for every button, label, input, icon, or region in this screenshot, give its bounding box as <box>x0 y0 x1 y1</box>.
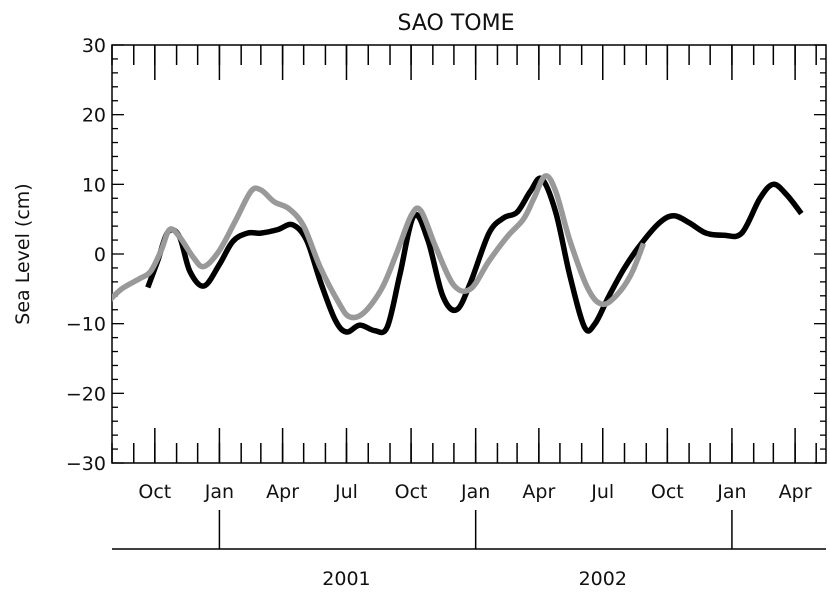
x-month-label: Apr <box>266 481 299 503</box>
axes <box>111 44 827 550</box>
x-month-label: Jan <box>204 481 234 503</box>
x-month-label: Oct <box>138 481 171 503</box>
y-tick-label: −20 <box>66 383 106 405</box>
x-month-label: Jan <box>716 481 746 503</box>
y-tick-label: 20 <box>82 105 106 127</box>
tick-labels: Oct Jan Apr Jul Oct Jan Apr Jul Oct Jan Apr −30 −20 −… <box>66 35 812 590</box>
chart-title: SAO TOME <box>398 11 515 36</box>
x-month-label: Apr <box>522 481 555 503</box>
series-lines <box>112 173 804 336</box>
y-tick-label: −10 <box>66 314 106 336</box>
x-month-label: Jul <box>590 481 614 503</box>
y-tick-label: 30 <box>82 35 106 57</box>
year-label: 2002 <box>579 568 627 590</box>
y-tick-label: −30 <box>66 453 106 475</box>
y-tick-label: 10 <box>82 174 106 196</box>
year-label: 2001 <box>322 568 370 590</box>
tick-marks <box>111 44 826 549</box>
series-gray-line <box>112 173 647 321</box>
y-tick-label: 0 <box>94 244 106 266</box>
x-month-label: Oct <box>651 481 684 503</box>
series-black-line <box>145 175 804 336</box>
x-month-label: Jul <box>334 481 358 503</box>
x-month-label: Jan <box>460 481 490 503</box>
x-month-label: Apr <box>779 481 812 503</box>
y-axis-label: Sea Level (cm) <box>12 183 34 324</box>
x-month-label: Oct <box>395 481 428 503</box>
